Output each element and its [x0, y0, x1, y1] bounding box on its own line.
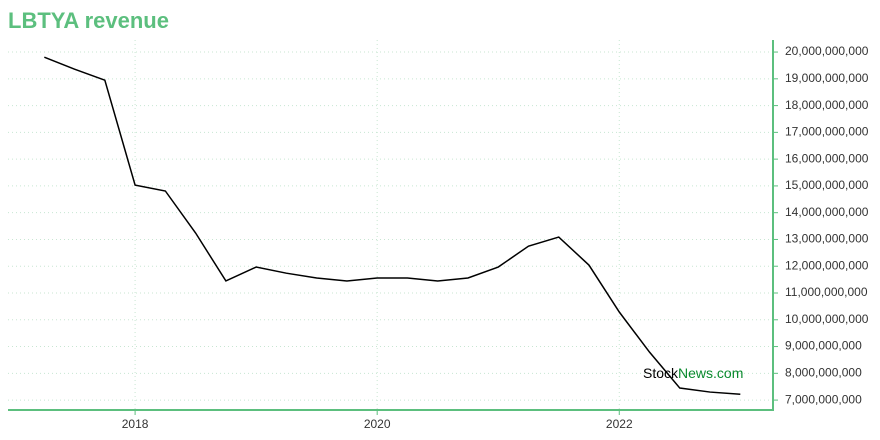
y-tick-label: 8,000,000,000: [785, 365, 862, 379]
series-line: [44, 56, 741, 395]
watermark-stock: Stock: [643, 365, 679, 381]
y-tick-label: 15,000,000,000: [785, 178, 869, 192]
x-tick-label: 2020: [364, 417, 391, 431]
watermark-news: News.com: [678, 365, 743, 381]
x-tick-label: 2018: [122, 417, 149, 431]
y-tick-label: 17,000,000,000: [785, 125, 869, 139]
y-tick-label: 12,000,000,000: [785, 258, 869, 272]
y-tick-label: 18,000,000,000: [785, 98, 869, 112]
x-tick-label: 2022: [606, 417, 633, 431]
y-tick-label: 20,000,000,000: [785, 44, 869, 58]
chart-title: LBTYA revenue: [8, 8, 169, 33]
y-tick-label: 16,000,000,000: [785, 151, 869, 165]
y-tick-label: 11,000,000,000: [785, 285, 868, 299]
y-tick-label: 10,000,000,000: [785, 312, 869, 326]
watermark: StockNews.com: [643, 365, 743, 381]
y-tick-label: 9,000,000,000: [785, 339, 862, 353]
y-tick-label: 19,000,000,000: [785, 71, 869, 85]
y-tick-label: 13,000,000,000: [785, 232, 869, 246]
y-tick-label: 14,000,000,000: [785, 205, 869, 219]
y-tick-label: 7,000,000,000: [785, 392, 862, 406]
